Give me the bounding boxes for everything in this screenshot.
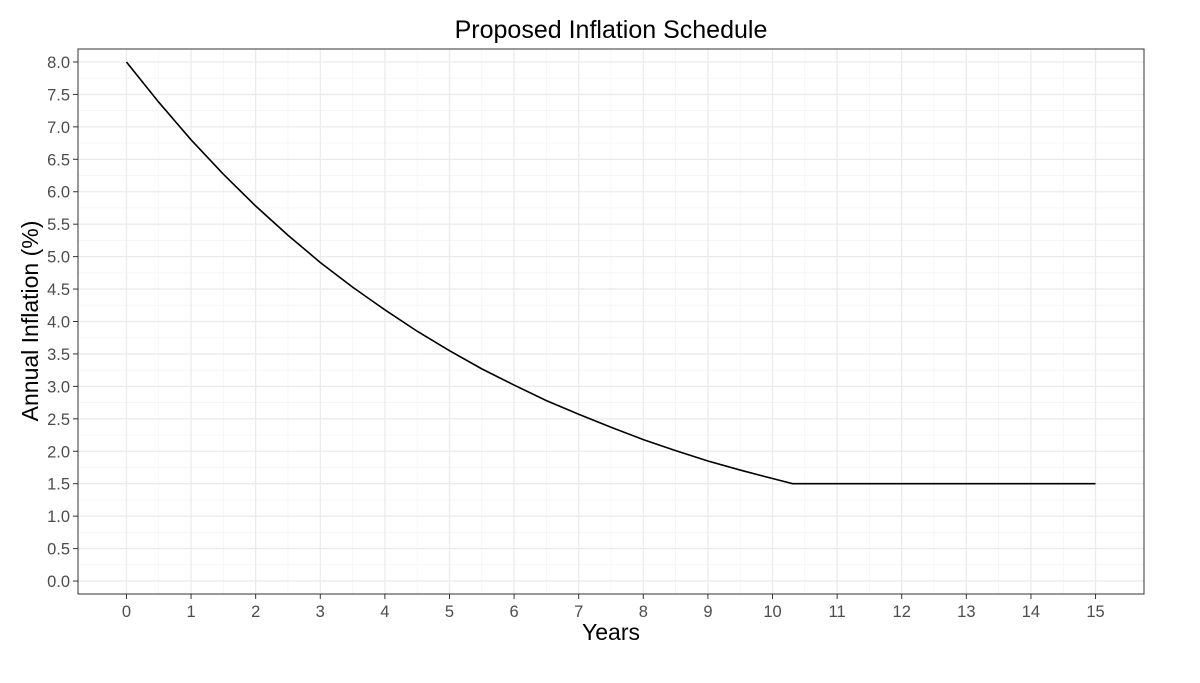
y-tick-label: 5.5 <box>47 216 70 234</box>
x-tick-label: 15 <box>1086 603 1104 621</box>
x-axis: 0 1 2 3 4 5 6 7 8 9 10 11 12 13 14 15 <box>122 594 1105 621</box>
y-tick-label: 4.0 <box>47 314 70 332</box>
x-tick-label: 0 <box>122 603 131 621</box>
y-tick-label: 0.0 <box>47 573 70 591</box>
x-tick-label: 9 <box>703 603 712 621</box>
y-axis-title: Annual Inflation (%) <box>17 221 43 422</box>
y-tick-label: 2.0 <box>47 443 70 461</box>
y-tick-label: 3.0 <box>47 378 70 396</box>
y-tick-label: 7.0 <box>47 119 70 137</box>
x-axis-title: Years <box>582 619 640 645</box>
y-tick-label: 2.5 <box>47 411 70 429</box>
series-group <box>125 61 1096 485</box>
grid <box>78 49 1144 594</box>
x-tick-label: 5 <box>445 603 454 621</box>
y-tick-label: 1.0 <box>47 508 70 526</box>
x-tick-label: 3 <box>316 603 325 621</box>
y-tick-label: 6.5 <box>47 151 70 169</box>
y-tick-label: 4.5 <box>47 281 70 299</box>
x-tick-label: 7 <box>574 603 583 621</box>
chart-title: Proposed Inflation Schedule <box>455 16 768 44</box>
y-tick-label: 1.5 <box>47 476 70 494</box>
y-tick-label: 6.0 <box>47 184 70 202</box>
x-tick-label: 12 <box>893 603 911 621</box>
x-tick-label: 11 <box>829 603 846 621</box>
y-tick-label: 7.5 <box>47 86 70 104</box>
x-tick-label: 4 <box>380 603 389 621</box>
x-tick-label: 2 <box>251 603 260 621</box>
x-tick-label: 14 <box>1022 603 1040 621</box>
x-tick-label: 13 <box>957 603 975 621</box>
series-line <box>125 61 1096 485</box>
y-tick-label: 5.0 <box>47 249 70 267</box>
y-tick-label: 3.5 <box>47 346 70 364</box>
y-tick-label: 8.0 <box>47 54 70 72</box>
x-tick-label: 8 <box>639 603 648 621</box>
x-tick-label: 10 <box>763 603 781 621</box>
y-tick-label: 0.5 <box>47 541 70 559</box>
x-tick-label: 1 <box>186 603 195 621</box>
y-axis: 0.0 0.5 1.0 1.5 2.0 2.5 3.0 3.5 4.0 4.5 5.0 5.5 6.0 6… <box>47 54 78 591</box>
x-tick-label: 6 <box>509 603 518 621</box>
